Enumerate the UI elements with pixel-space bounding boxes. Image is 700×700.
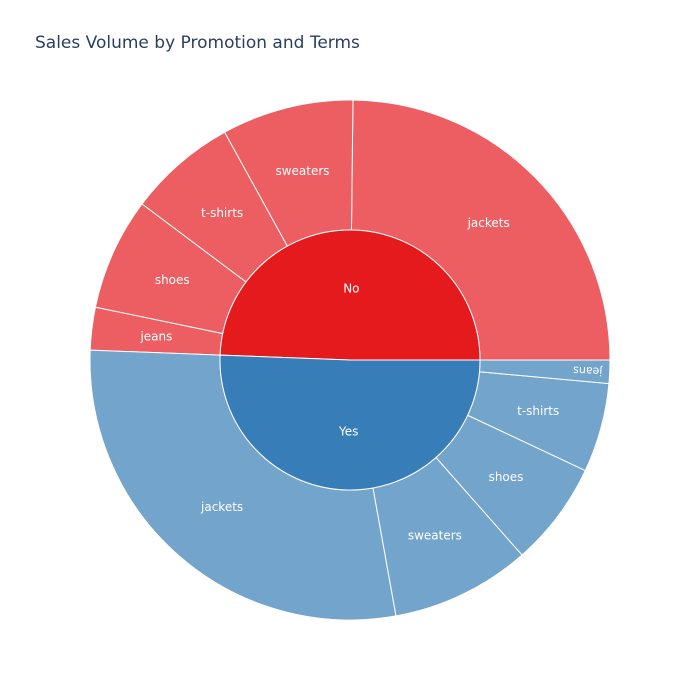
outer-ring (89, 99, 611, 621)
chart-title: Sales Volume by Promotion and Terms (35, 33, 360, 53)
inner-segment-no[interactable] (219, 229, 481, 361)
inner-segment-yes[interactable] (219, 354, 481, 491)
inner-ring (219, 229, 481, 491)
